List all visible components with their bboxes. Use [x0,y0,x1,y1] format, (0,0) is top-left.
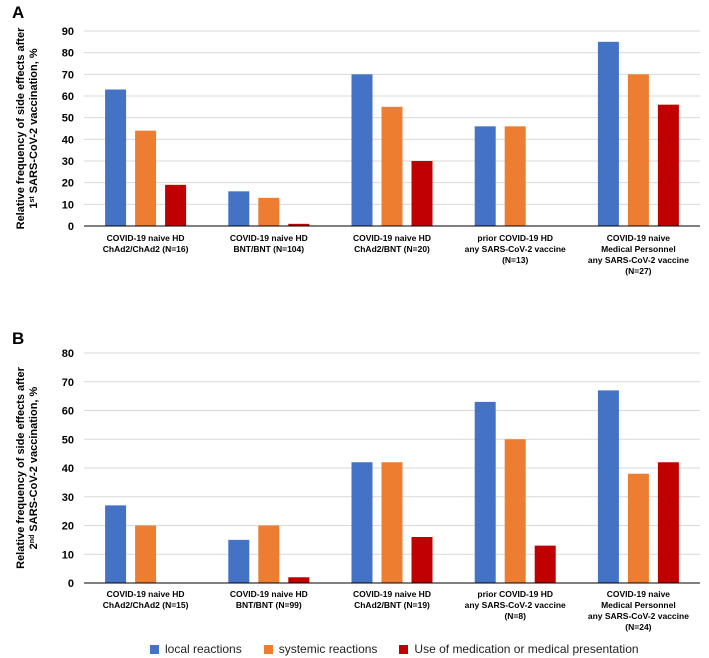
x-category-label: COVID-19 naive HD BNT/BNT (N=99) [230,589,308,610]
legend-item-medication: Use of medication or medical presentatio… [399,642,639,656]
bar-systemic [627,74,649,226]
panel-b: B Relative frequency of side effects afte… [12,329,700,632]
bar-medication [288,223,310,226]
y-axis-label: Relative frequency of side effects after… [15,27,40,229]
bar-local [351,74,373,226]
legend-label-local: local reactions [165,642,242,656]
y-tick-label: 10 [62,549,74,561]
bar-systemic [627,473,649,583]
bar-systemic [135,525,157,583]
bar-medication [657,462,679,583]
x-category-label: COVID-19 naive Medical Personnel any SARS-… [588,589,689,632]
y-tick-label: 10 [62,199,74,211]
bar-medication [288,577,310,583]
y-tick-label: 60 [62,406,74,418]
y-tick-label: 30 [62,492,74,504]
bar-local [474,126,496,226]
y-tick-label: 80 [62,348,74,360]
bar-systemic [258,525,280,583]
legend-swatch-medication [399,644,409,654]
bar-local [105,505,127,583]
bar-systemic [381,106,403,226]
x-category-label: COVID-19 naive HD ChAd2/ChAd2 (N=15) [103,589,189,610]
y-tick-label: 70 [62,69,74,81]
bar-local [228,191,250,226]
legend-swatch-systemic [263,644,273,654]
x-category-label: prior COVID-19 HD any SARS-CoV-2 vaccine(… [465,589,566,621]
bar-medication [411,537,433,583]
panel-letter: A [12,3,24,22]
bar-local [597,41,619,227]
bar-local [228,539,250,583]
y-tick-label: 0 [68,221,74,233]
y-tick-label: 70 [62,377,74,389]
bar-systemic [504,126,526,226]
y-tick-label: 60 [62,91,74,103]
y-tick-label: 30 [62,156,74,168]
bar-local [474,401,496,583]
y-tick-label: 20 [62,521,74,533]
legend-label-systemic: systemic reactions [278,642,378,656]
bar-systemic [381,462,403,583]
y-tick-label: 40 [62,463,74,475]
legend-item-local: local reactions [150,642,242,656]
x-category-label: prior COVID-19 HD any SARS-CoV-2 vaccine(… [465,233,566,265]
bar-systemic [258,197,280,226]
y-tick-label: 50 [62,113,74,125]
bar-systemic [504,439,526,583]
legend-swatch-local [150,644,159,654]
x-category-label: COVID-19 naive Medical Personnel any SARS-… [588,233,689,276]
bar-medication [534,545,556,583]
bar-medication [165,184,187,226]
figure-canvas: A Relative frequency of side effects afte… [12,3,700,632]
x-category-label: COVID-19 naive HD BNT/BNT (N=104) [230,233,308,254]
y-tick-label: 20 [62,178,74,190]
bar-systemic [135,130,157,226]
bar-local [597,390,619,583]
legend-label-medication: Use of medication or medical presentatio… [414,642,639,656]
y-tick-label: 40 [62,134,74,146]
x-category-label: COVID-19 naive HD ChAd2/BNT (N=19) [353,589,431,610]
y-tick-label: 50 [62,434,74,446]
y-tick-label: 0 [68,578,74,590]
bar-medication [657,104,679,226]
bar-medication [411,161,433,226]
x-category-label: COVID-19 naive HD ChAd2/BNT (N=20) [353,233,431,254]
panel-a: A Relative frequency of side effects afte… [12,3,700,276]
y-tick-label: 90 [62,26,74,38]
panel-letter: B [12,329,24,348]
bar-local [105,89,127,226]
legend-item-systemic: systemic reactions [263,642,378,656]
bar-local [351,462,373,583]
legend: local reactions systemic reactions Use o… [150,641,670,657]
y-tick-label: 80 [62,48,74,60]
x-category-label: COVID-19 naive HD ChAd2/ChAd2 (N=16) [103,233,189,254]
y-axis-label: Relative frequency of side effects after… [15,366,40,568]
